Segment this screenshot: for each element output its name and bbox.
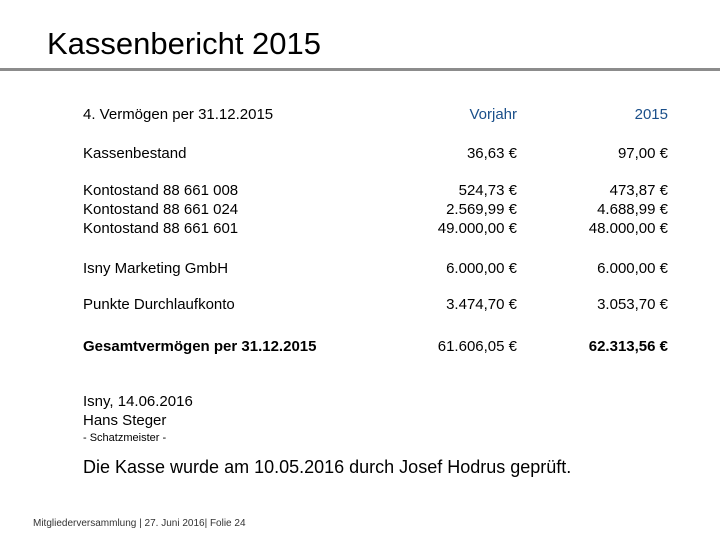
column-header: Vorjahr: [469, 106, 517, 123]
amount: 2.569,99 €: [446, 201, 517, 218]
column-header: 4. Vermögen per 31.12.2015: [83, 106, 274, 123]
audit-note: Die Kasse wurde am 10.05.2016 durch Jose…: [83, 457, 572, 477]
row-label: Kassenbestand: [83, 145, 187, 162]
row-label: Gesamtvermögen per 31.12.2015: [83, 338, 317, 355]
row-label: Punkte Durchlaufkonto: [83, 296, 235, 313]
amount: 6.000,00 €: [597, 260, 668, 277]
amount: 6.000,00 €: [446, 260, 517, 277]
amount: 3.053,70 €: [597, 296, 668, 313]
amount: 524,73 €: [458, 182, 517, 199]
amount: 4.688,99 €: [597, 201, 668, 218]
row-label: Kontostand 88 661 601: [83, 220, 239, 237]
row-label: Kontostand 88 661 008: [83, 182, 239, 199]
footer: Mitgliederversammlung | 27. Juni 2016| F…: [33, 518, 246, 529]
title-rule: [0, 68, 720, 71]
signer-name: Hans Steger: [83, 412, 167, 429]
amount: 97,00 €: [617, 145, 668, 162]
amount: 3.474,70 €: [446, 296, 517, 313]
column-header: 2015: [634, 106, 668, 123]
amount: 49.000,00 €: [437, 220, 517, 237]
amount: 62.313,56 €: [588, 338, 668, 355]
row-label: Kontostand 88 661 024: [83, 201, 239, 218]
amount: 36,63 €: [466, 145, 517, 162]
signer-role: - Schatzmeister -: [83, 432, 167, 444]
place-date: Isny, 14.06.2016: [83, 393, 193, 410]
slide-title: Kassenbericht 2015: [47, 26, 322, 61]
amount: 48.000,00 €: [588, 220, 668, 237]
amount: 61.606,05 €: [437, 338, 517, 355]
amount: 473,87 €: [609, 182, 668, 199]
row-label: Isny Marketing GmbH: [83, 260, 229, 277]
